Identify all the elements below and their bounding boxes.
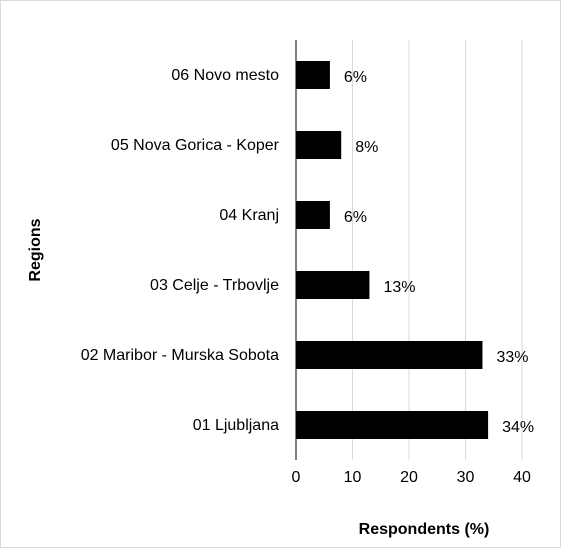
x-tick-label: 0 (292, 469, 301, 486)
y-tick-label-box: 01 Ljubljana (19, 390, 279, 460)
x-tick-label: 10 (344, 469, 362, 486)
x-axis-title: Respondents (%) (359, 521, 490, 538)
data-label: 33% (496, 349, 528, 366)
data-label: 6% (344, 209, 367, 226)
y-tick-label: 01 Ljubljana (192, 416, 279, 434)
y-tick-label-box: 05 Nova Gorica - Koper (19, 110, 279, 180)
bar (296, 201, 330, 229)
x-tick-label: 30 (457, 469, 475, 486)
bar (296, 131, 342, 159)
bar (296, 341, 483, 369)
data-label: 8% (355, 139, 378, 156)
data-label: 13% (383, 279, 415, 296)
y-tick-label-box: 06 Novo mesto (19, 40, 279, 110)
data-label: 6% (344, 69, 367, 86)
bar (296, 61, 330, 89)
y-tick-label: 04 Kranj (219, 206, 279, 224)
y-tick-label: 05 Nova Gorica - Koper (110, 136, 279, 154)
data-label: 34% (502, 419, 534, 436)
y-tick-label: 02 Maribor - Murska Sobota (80, 346, 279, 364)
y-axis-title: Regions (27, 218, 44, 281)
bar (296, 411, 489, 439)
y-tick-label: 06 Novo mesto (171, 66, 279, 84)
y-tick-label-box: 02 Maribor - Murska Sobota (19, 320, 279, 390)
x-tick-label: 20 (400, 469, 418, 486)
y-tick-label: 03 Celje - Trbovlje (150, 276, 279, 294)
x-tick-label: 40 (513, 469, 531, 486)
y-tick-label-box: 03 Celje - Trbovlje (19, 250, 279, 320)
bar (296, 271, 370, 299)
y-tick-label-box: 04 Kranj (19, 180, 279, 250)
